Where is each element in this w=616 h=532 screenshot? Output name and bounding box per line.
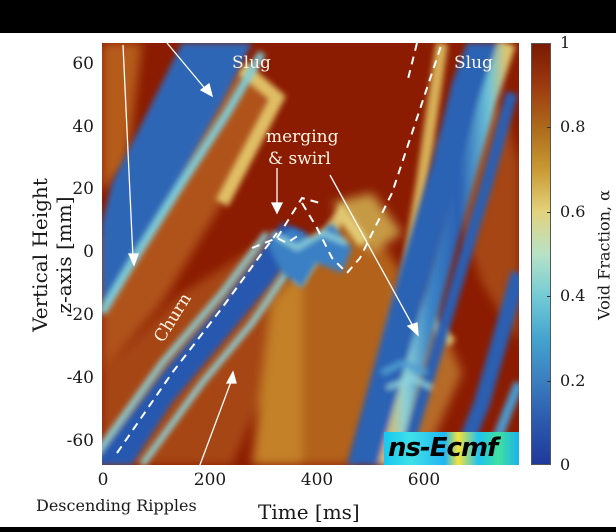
top-black-bar <box>0 0 616 33</box>
x-axis-label: Time [ms] <box>258 500 360 524</box>
colorbar-tick-0.2: 0.2 <box>560 371 586 390</box>
y-tick-60: 60 <box>72 54 94 74</box>
y-axis-label: Vertical Height z-axis [mm] <box>28 178 76 332</box>
y-tick-neg60: -60 <box>66 431 94 451</box>
y-tick-neg40: -40 <box>66 368 94 388</box>
annotation-slug-left: Slug <box>232 53 271 73</box>
annotation-descending-ripples: Descending Ripples <box>36 496 197 515</box>
y-axis-label-line1: Vertical Height <box>28 178 52 332</box>
colorbar-tickmark <box>547 212 551 213</box>
colorbar-tick-0.6: 0.6 <box>560 202 586 221</box>
colorbar-tickmark <box>547 381 551 382</box>
colorbar-label: Void Fraction, α <box>594 190 614 320</box>
y-tick-40: 40 <box>72 117 94 137</box>
y-tick-0: 0 <box>83 242 94 262</box>
colorbar <box>531 43 551 465</box>
colorbar-tick-0.8: 0.8 <box>560 117 586 136</box>
x-tick-200: 200 <box>193 470 227 490</box>
colorbar-tick-0: 0 <box>560 455 571 474</box>
y-axis-label-line2: z-axis [mm] <box>52 196 76 314</box>
x-tick-600: 600 <box>407 470 441 490</box>
colorbar-tick-1: 1 <box>560 33 571 52</box>
colorbar-tickmark <box>547 296 551 297</box>
ns-ecmf-logo: ns-Ecmf <box>384 432 519 465</box>
annotation-slug-right: Slug <box>454 53 493 73</box>
colorbar-tickmark <box>547 127 551 128</box>
heatmap-plot: Slug Slug merging & swirl Churn ns-Ecmf <box>102 43 519 465</box>
annotation-merging-line2: & swirl <box>268 149 331 169</box>
annotation-merging-line1: merging <box>266 127 339 147</box>
y-tick-20: 20 <box>72 179 94 199</box>
logo-text: ns-Ecmf <box>388 433 498 463</box>
heatmap-graphic <box>102 43 519 465</box>
x-tick-400: 400 <box>300 470 334 490</box>
x-tick-0: 0 <box>97 470 109 490</box>
colorbar-tick-0.4: 0.4 <box>560 286 586 305</box>
bottom-black-line <box>0 527 616 532</box>
y-tick-neg20: -20 <box>66 305 94 325</box>
